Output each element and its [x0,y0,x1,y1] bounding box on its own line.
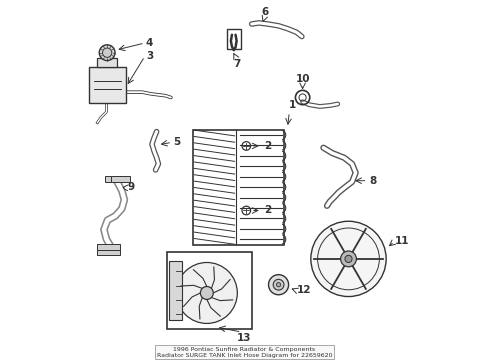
Circle shape [176,262,237,323]
Bar [88,67,126,103]
Text: 9: 9 [128,182,135,192]
Bar [105,176,125,182]
Text: 2: 2 [264,141,271,151]
Text: 1996 Pontiac Sunfire Radiator & Components
Radiator SURGE TANK Inlet Hose Diagra: 1996 Pontiac Sunfire Radiator & Componen… [157,347,331,357]
Circle shape [340,251,356,267]
Text: 5: 5 [173,138,181,147]
Circle shape [276,283,280,287]
Bar [167,252,251,329]
Circle shape [200,287,213,300]
Text: 1: 1 [289,100,296,110]
Bar [97,244,120,249]
Circle shape [99,45,115,60]
Bar [110,176,130,182]
Circle shape [344,255,351,262]
Text: 2: 2 [264,206,271,216]
Text: 12: 12 [296,285,310,296]
Bar [169,261,182,320]
Bar [97,249,120,255]
Text: 10: 10 [295,74,309,84]
Text: 11: 11 [394,236,409,246]
Bar [192,130,284,244]
Circle shape [310,221,386,297]
Bar [226,30,241,49]
Text: 7: 7 [232,59,240,69]
Text: 8: 8 [368,176,376,186]
Circle shape [268,275,288,295]
Text: 3: 3 [145,51,153,61]
Text: 4: 4 [145,38,153,48]
Bar [97,58,117,67]
Text: 13: 13 [237,333,251,343]
Circle shape [273,279,284,290]
Circle shape [102,48,112,57]
Text: 6: 6 [261,7,268,17]
